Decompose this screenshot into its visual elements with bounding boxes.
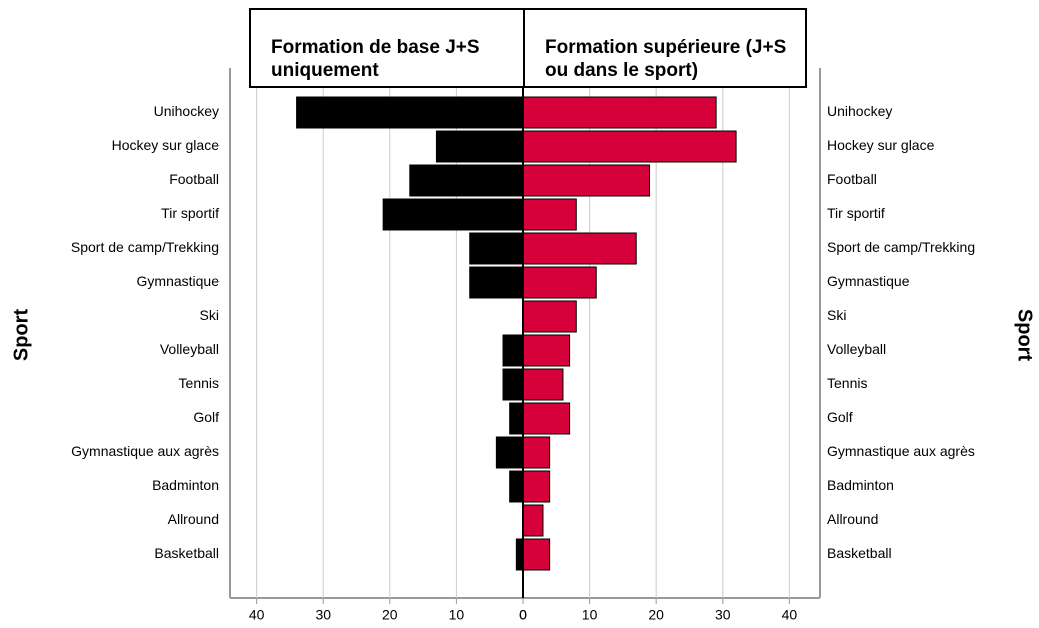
y-tick-label: Volleyball	[827, 341, 886, 357]
bar	[502, 334, 524, 367]
bar	[522, 538, 551, 571]
legend-left: Formation de base J+S uniquement	[249, 8, 525, 88]
y-tick-label: Tennis	[827, 375, 867, 391]
y-axis-label: Sport	[10, 309, 32, 362]
bar	[522, 266, 597, 299]
bar	[522, 300, 577, 333]
bar	[522, 334, 571, 367]
y-tick-label: Gymnastique	[137, 273, 220, 289]
bar	[522, 436, 551, 469]
y-tick-label: Football	[827, 171, 877, 187]
y-tick-label: Badminton	[152, 477, 219, 493]
bar	[469, 266, 524, 299]
y-tick-label: Unihockey	[827, 103, 892, 119]
x-tick-label: 30	[715, 607, 731, 623]
bar	[509, 402, 524, 435]
y-tick-label: Golf	[193, 409, 219, 425]
x-tick-label: 10	[449, 607, 465, 623]
y-tick-label: Volleyball	[160, 341, 219, 357]
bar	[469, 232, 524, 265]
bar	[409, 164, 524, 197]
legend-right: Formation supérieure (J+S ou dans le spo…	[523, 8, 807, 88]
y-tick-label: Tir sportif	[161, 205, 219, 221]
x-tick-label: 40	[249, 607, 265, 623]
bar	[509, 470, 524, 503]
x-tick-label: 0	[519, 607, 527, 623]
y-tick-label: Allround	[168, 511, 219, 527]
bar	[522, 504, 544, 537]
y-tick-label: Ski	[827, 307, 846, 323]
x-tick-label: 0	[519, 607, 527, 623]
bar	[296, 96, 524, 129]
bar	[522, 164, 651, 197]
bar	[522, 470, 551, 503]
y-tick-label: Tennis	[179, 375, 219, 391]
bar	[522, 96, 717, 129]
y-tick-label: Gymnastique aux agrès	[827, 443, 975, 459]
y-tick-label: Allround	[827, 511, 878, 527]
y-tick-label: Basketball	[154, 545, 219, 561]
y-tick-label: Football	[169, 171, 219, 187]
y-tick-label: Hockey sur glace	[112, 137, 220, 153]
y-axis-label: Sport	[1014, 309, 1036, 362]
y-tick-label: Unihockey	[154, 103, 219, 119]
bar	[522, 368, 564, 401]
x-tick-label: 30	[315, 607, 331, 623]
y-tick-label: Gymnastique aux agrès	[71, 443, 219, 459]
y-tick-label: Tir sportif	[827, 205, 885, 221]
y-tick-label: Golf	[827, 409, 853, 425]
x-tick-label: 20	[382, 607, 398, 623]
x-tick-label: 10	[582, 607, 598, 623]
bar	[495, 436, 524, 469]
x-tick-label: 40	[782, 607, 798, 623]
bar	[502, 368, 524, 401]
bar	[522, 130, 737, 163]
y-tick-label: Basketball	[827, 545, 892, 561]
y-tick-label: Hockey sur glace	[827, 137, 935, 153]
y-tick-label: Sport de camp/Trekking	[827, 239, 975, 255]
x-tick-label: 20	[648, 607, 664, 623]
bar	[382, 198, 524, 231]
y-tick-label: Sport de camp/Trekking	[71, 239, 219, 255]
bar	[522, 402, 571, 435]
bar	[435, 130, 524, 163]
y-tick-label: Badminton	[827, 477, 894, 493]
y-tick-label: Ski	[200, 307, 219, 323]
y-tick-label: Gymnastique	[827, 273, 910, 289]
bar	[522, 198, 577, 231]
bar	[522, 232, 637, 265]
